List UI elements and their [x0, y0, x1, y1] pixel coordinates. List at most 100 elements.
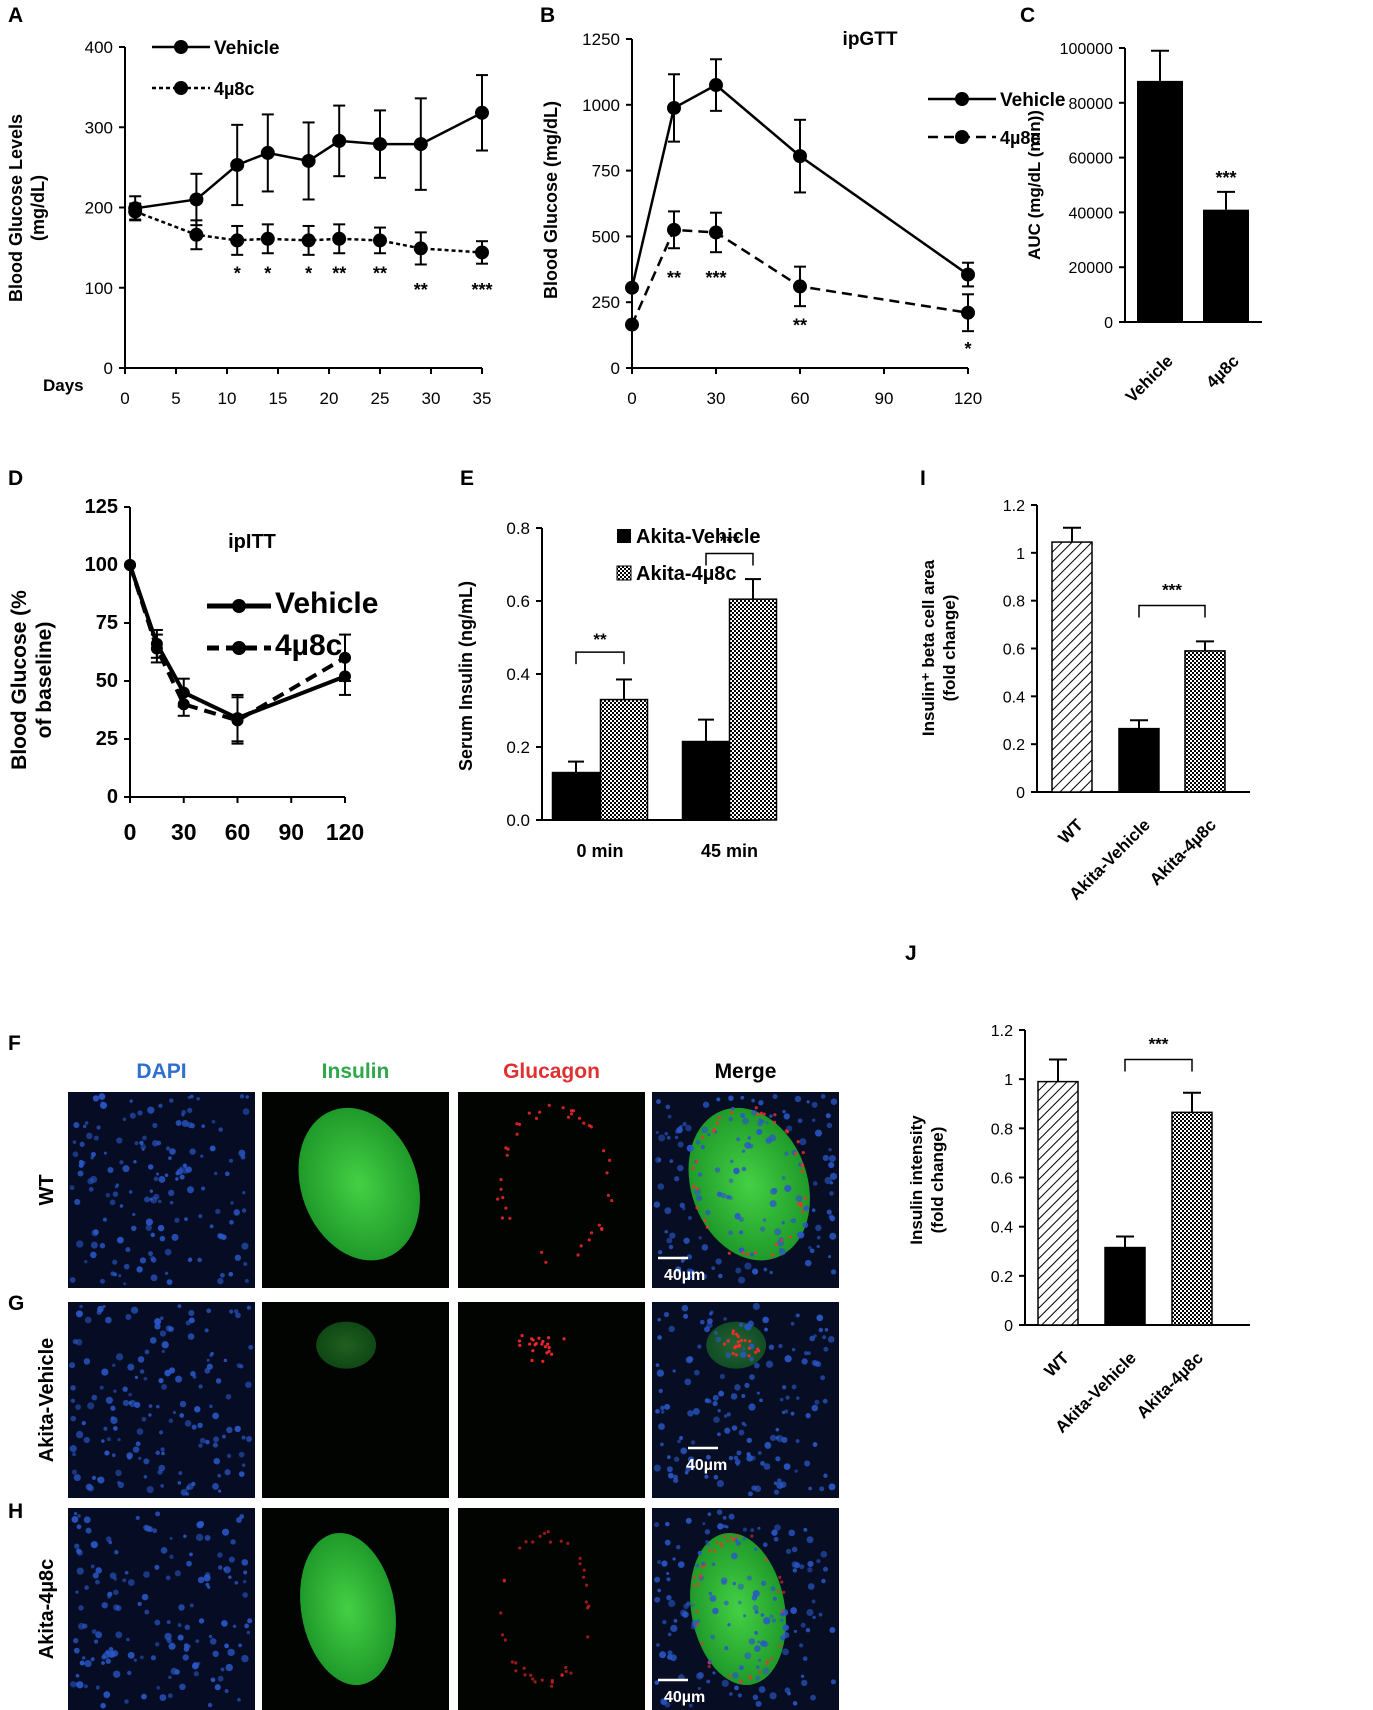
glucagon-cell — [726, 1339, 730, 1343]
nucleus — [724, 1646, 729, 1651]
nucleus — [112, 1259, 118, 1265]
nucleus — [149, 1189, 154, 1193]
nucleus — [129, 1099, 133, 1103]
nucleus — [790, 1411, 795, 1416]
glucagon-cell — [754, 1106, 758, 1110]
glucagon-cell — [566, 1541, 570, 1545]
bar-akita-4u8c — [1184, 650, 1226, 793]
nucleus — [79, 1660, 85, 1666]
nucleus — [779, 1618, 784, 1623]
nucleus — [658, 1423, 665, 1431]
x-category-label: 0 min — [576, 841, 623, 861]
y-axis-label-line: Insulin intensity — [907, 1115, 926, 1245]
glucagon-cell — [528, 1342, 532, 1346]
y-tick-label: 0 — [611, 359, 620, 378]
y-axis-label: AUC (mg/dL (min)) — [1025, 110, 1044, 260]
nucleus — [113, 1426, 118, 1431]
nucleus — [824, 1328, 829, 1332]
glucagon-cell — [500, 1216, 505, 1220]
nucleus — [87, 1178, 94, 1185]
glucagon-cell — [773, 1120, 777, 1124]
glucagon-cell — [534, 1341, 538, 1346]
nucleus — [189, 1552, 193, 1557]
glucagon-cell — [524, 1540, 528, 1544]
nucleus — [241, 1463, 246, 1467]
nucleus — [801, 1358, 808, 1365]
nucleus — [241, 1208, 247, 1213]
nucleus — [731, 1425, 738, 1431]
nucleus — [778, 1344, 783, 1349]
nucleus — [246, 1630, 251, 1635]
nucleus — [771, 1187, 778, 1194]
panel-label-B: B — [540, 4, 555, 27]
glucagon-cell — [505, 1153, 509, 1157]
glucagon-cell — [540, 1678, 544, 1682]
nucleus — [756, 1665, 760, 1669]
glucagon-cell — [715, 1541, 719, 1545]
nucleus — [77, 1622, 85, 1630]
nucleus — [738, 1665, 744, 1671]
x-tick-label: 30 — [171, 819, 197, 845]
bar-akita-vehicle — [681, 740, 731, 821]
nucleus — [828, 1154, 836, 1163]
nucleus — [660, 1405, 665, 1411]
nucleus — [217, 1552, 223, 1558]
nucleus — [746, 1575, 752, 1581]
data-point — [475, 245, 489, 260]
axes-C: 0 20000 40000 60000 80000 100000 — [1060, 41, 1262, 332]
nucleus — [105, 1650, 110, 1654]
nucleus — [209, 1224, 214, 1229]
nucleus — [128, 1401, 132, 1405]
nucleus — [198, 1520, 205, 1527]
nucleus — [127, 1670, 132, 1676]
glucagon-cell — [703, 1218, 707, 1223]
nucleus — [91, 1394, 98, 1401]
nucleus — [237, 1697, 241, 1702]
significance-mark: ** — [793, 315, 807, 335]
nucleus — [741, 1166, 747, 1172]
glucagon-cell — [731, 1351, 735, 1356]
nucleus — [194, 1406, 201, 1413]
nucleus — [166, 1620, 171, 1625]
glucagon-cell — [737, 1343, 742, 1347]
nucleus — [117, 1438, 121, 1442]
nucleus — [182, 1654, 189, 1661]
y-tick-label: 400 — [85, 38, 113, 57]
nucleus — [829, 1232, 837, 1240]
nucleus — [826, 1122, 833, 1129]
nucleus — [667, 1650, 673, 1656]
nucleus — [212, 1442, 218, 1448]
glucagon-cell — [707, 1661, 711, 1665]
nucleus — [225, 1663, 233, 1672]
nucleus — [131, 1225, 137, 1232]
nucleus — [187, 1333, 195, 1340]
nucleus — [150, 1255, 156, 1261]
nucleus — [113, 1577, 118, 1581]
significance-mark: * — [305, 264, 312, 284]
nucleus — [794, 1469, 798, 1473]
nucleus — [133, 1658, 137, 1662]
nucleus — [699, 1319, 705, 1325]
nucleus — [217, 1675, 224, 1682]
nucleus — [177, 1304, 182, 1309]
nucleus — [158, 1430, 164, 1435]
glucagon-cell — [780, 1609, 784, 1613]
nucleus — [664, 1403, 671, 1410]
nucleus — [657, 1335, 662, 1340]
nucleus — [758, 1686, 766, 1693]
nucleus — [764, 1327, 768, 1332]
nucleus — [688, 1463, 695, 1470]
nucleus — [235, 1312, 241, 1319]
nucleus — [728, 1117, 733, 1122]
glucagon-cell — [799, 1201, 803, 1206]
nucleus — [165, 1146, 171, 1151]
panel-label-C: C — [1020, 4, 1035, 27]
nucleus — [666, 1466, 673, 1473]
nucleus — [672, 1369, 676, 1373]
nucleus — [674, 1135, 679, 1140]
nucleus — [217, 1473, 221, 1478]
micrograph-background — [68, 1092, 255, 1288]
nucleus — [737, 1600, 742, 1605]
nucleus — [157, 1224, 165, 1232]
nucleus — [177, 1481, 182, 1485]
